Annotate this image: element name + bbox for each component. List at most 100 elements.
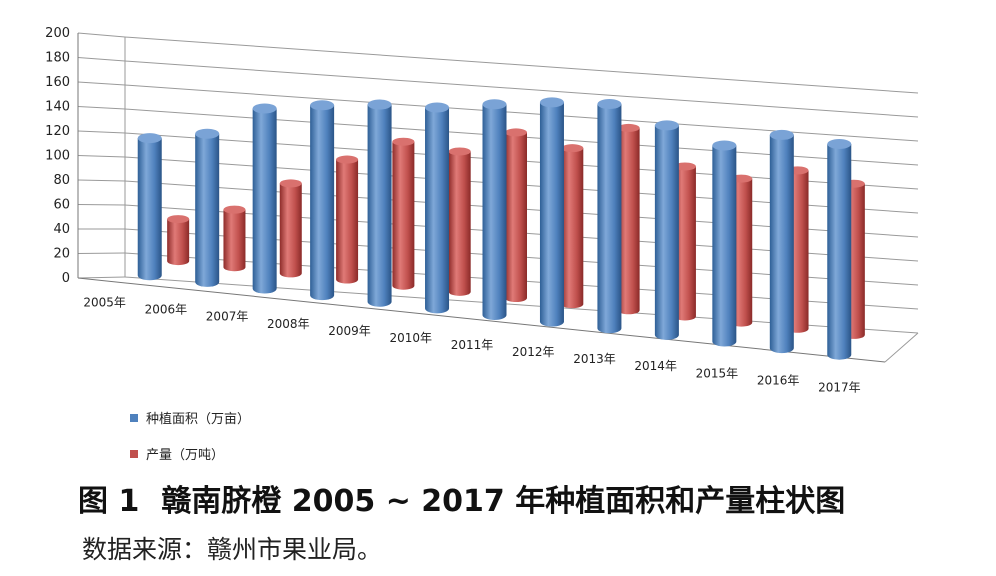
- production-bar: [673, 162, 696, 321]
- production-bar: [223, 205, 246, 272]
- area-bar: [310, 100, 335, 301]
- legend-item-production: 产量（万吨）: [130, 444, 224, 463]
- production-bar-top: [223, 205, 246, 214]
- side-gridline: [77, 252, 126, 254]
- figure-label: 图 1: [78, 484, 140, 519]
- y-axis-ticks: 0 20 40 60 80 100 120 140 160 180 200: [45, 26, 70, 286]
- production-bar: [392, 137, 415, 290]
- production-bar-body: [392, 141, 415, 290]
- y-tick-label: 120: [45, 124, 70, 139]
- area-bar-body: [252, 108, 277, 294]
- area-bar: [597, 99, 622, 334]
- area-bar: [195, 128, 220, 287]
- legend-swatch-blue: [130, 413, 138, 422]
- production-bar: [617, 123, 640, 315]
- axes: [77, 33, 919, 363]
- area-bar: [769, 129, 794, 354]
- area-bar-body: [827, 143, 852, 360]
- production-bar-top: [561, 144, 584, 153]
- area-bar: [367, 99, 392, 307]
- production-bar: [561, 144, 584, 309]
- x-tick-label: 2007年: [206, 310, 249, 324]
- production-bar-body: [336, 159, 359, 284]
- back-gridline: [124, 36, 919, 94]
- x-tick-label: 2005年: [83, 296, 126, 310]
- production-bar-top: [279, 179, 302, 188]
- x-tick-label: 2012年: [512, 345, 555, 359]
- y-tick-label: 20: [53, 247, 70, 262]
- y-tick-label: 180: [45, 51, 70, 66]
- area-bar-body: [769, 134, 794, 354]
- side-gridline: [77, 32, 126, 38]
- x-tick-label: 2017年: [818, 380, 861, 394]
- production-bar-top: [505, 128, 527, 137]
- area-bar: [137, 133, 162, 281]
- area-bar-body: [482, 104, 507, 320]
- area-bar-body: [137, 138, 162, 281]
- legend-label-area: 种植面积（万亩）: [146, 412, 251, 427]
- area-bar: [425, 102, 450, 314]
- floor-right-edge: [884, 332, 919, 363]
- area-bar-body: [367, 104, 392, 307]
- area-bar-top: [712, 140, 737, 151]
- production-bar: [336, 155, 359, 284]
- area-bar-top: [137, 133, 162, 144]
- area-bar-body: [654, 125, 679, 340]
- x-tick-label: 2016年: [757, 373, 800, 387]
- area-bar-body: [310, 105, 335, 301]
- figure-title: 赣南脐橙 2005 ~ 2017 年种植面积和产量柱状图: [161, 484, 846, 519]
- production-bar: [279, 179, 302, 278]
- production-bar: [448, 147, 471, 296]
- side-gridline: [77, 57, 126, 62]
- production-bar-body: [279, 183, 302, 278]
- production-bar-body: [505, 132, 527, 302]
- area-bar-top: [654, 120, 679, 131]
- area-bar-top: [482, 99, 507, 110]
- side-gridline: [77, 155, 126, 158]
- production-bar-body: [561, 148, 584, 309]
- production-bar-top: [448, 147, 471, 156]
- x-tick-label: 2008年: [267, 317, 310, 331]
- area-bar-top: [827, 138, 852, 149]
- production-bar-body: [673, 166, 696, 321]
- production-bar-body: [448, 151, 471, 296]
- area-bar-top: [310, 100, 335, 111]
- x-tick-label: 2014年: [634, 359, 677, 373]
- side-gridline: [77, 81, 126, 86]
- y-tick-label: 0: [62, 271, 70, 286]
- production-bar-body: [223, 209, 246, 272]
- side-gridline: [77, 106, 126, 110]
- area-bar-body: [425, 107, 450, 314]
- y-tick-label: 80: [53, 173, 70, 188]
- area-bar-top: [195, 128, 220, 139]
- data-source-note: 数据来源：赣州市果业局。: [82, 535, 383, 564]
- side-gridline: [77, 130, 126, 134]
- area-bar-top: [252, 103, 277, 114]
- production-bar-top: [617, 123, 640, 132]
- y-tick-label: 200: [45, 26, 70, 41]
- area-bar-top: [425, 102, 450, 113]
- area-bar-body: [539, 102, 564, 327]
- area-bar: [539, 97, 564, 327]
- x-tick-label: 2015年: [696, 366, 739, 380]
- production-bar-body: [617, 127, 640, 315]
- x-tick-label: 2010年: [389, 331, 432, 345]
- production-bar: [505, 128, 527, 302]
- y-tick-label: 140: [45, 100, 70, 115]
- area-bar-body: [195, 133, 220, 287]
- series-area-bars: [137, 97, 852, 360]
- x-tick-label: 2013年: [573, 352, 616, 366]
- area-bar-top: [367, 99, 392, 110]
- y-tick-label: 40: [53, 222, 70, 237]
- x-tick-label: 2009年: [328, 324, 371, 338]
- side-gridline: [77, 276, 126, 279]
- x-tick-label: 2011年: [451, 338, 494, 352]
- floor-front-edge: [77, 277, 886, 363]
- area-bar-top: [769, 129, 794, 140]
- area-bar-top: [539, 97, 564, 108]
- area-bar-body: [712, 145, 737, 347]
- production-bar-top: [167, 215, 190, 224]
- figure-caption: 图 1 赣南脐橙 2005 ~ 2017 年种植面积和产量柱状图: [68, 476, 845, 520]
- area-bar-body: [597, 104, 622, 334]
- production-bar: [167, 215, 190, 266]
